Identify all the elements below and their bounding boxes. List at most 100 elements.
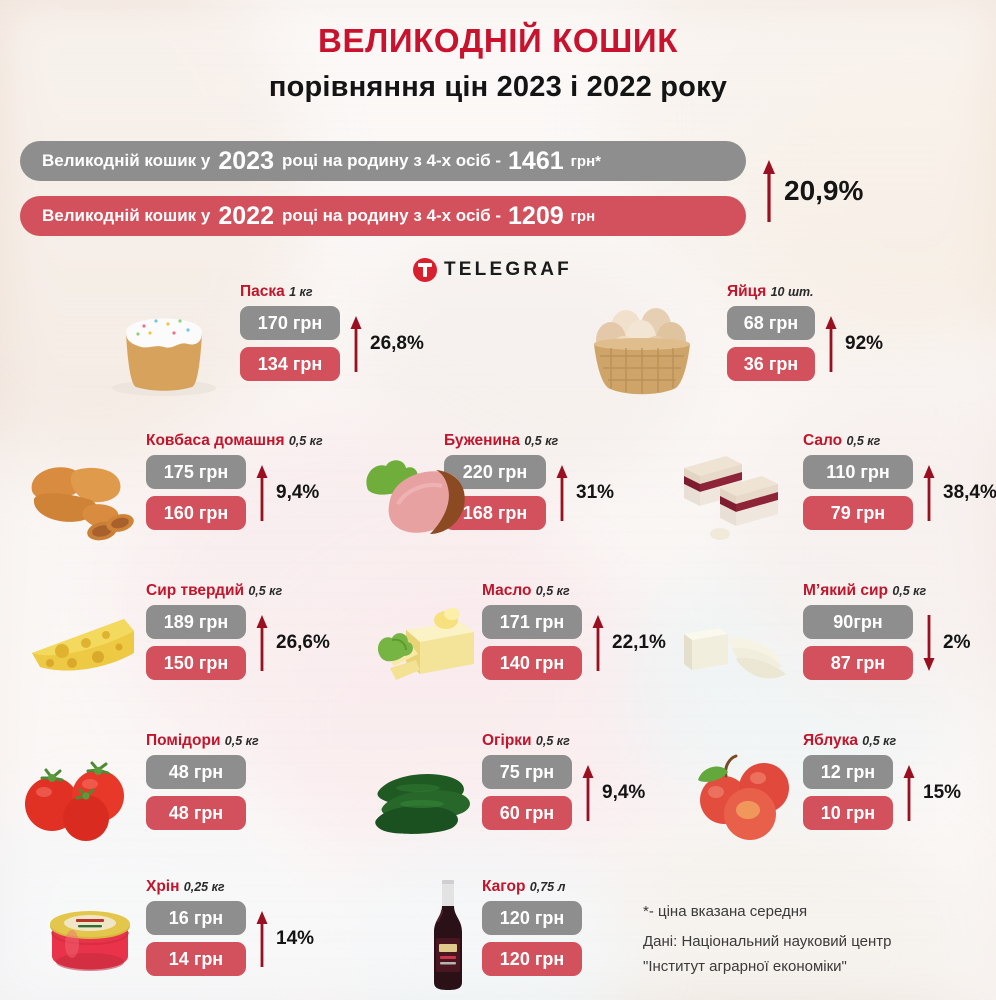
product-name: Огірки 0,5 кг [482, 732, 570, 749]
summary-bar-2022: Великодній кошик у 2022 році на родину з… [20, 196, 746, 236]
price-2022: 36 грн [727, 347, 815, 381]
summary-2022-currency: грн [570, 207, 596, 225]
product-unit: 0,5 кг [224, 734, 259, 748]
price-2023: 16 грн [146, 901, 246, 935]
price-2023: 48 грн [146, 755, 246, 789]
price-2022: 60 грн [482, 796, 572, 830]
product-name: Буженина 0,5 кг [444, 432, 559, 449]
footnote-source-line2: "Інститут аграрної економіки" [643, 957, 847, 975]
cucumbers-image [368, 760, 486, 838]
product-unit: 0,5 кг [862, 734, 897, 748]
product-delta: 9,4% [255, 464, 320, 521]
price-column: 171 грн 140 грн [482, 605, 582, 680]
arrow-up-icon [255, 614, 269, 671]
telegraf-logo-icon [413, 258, 437, 282]
telegraf-brand[interactable]: TELEGRAF [413, 258, 572, 282]
product-kahor: Кагор 0,75 л 120 грн 120 грн [482, 878, 582, 976]
product-unit: 10 шт. [770, 285, 814, 299]
product-ohirky: Огірки 0,5 кг 75 грн 60 грн 9,4% [482, 732, 645, 830]
price-2023: 90грн [803, 605, 913, 639]
product-name: Помідори 0,5 кг [146, 732, 259, 749]
product-percent: 22,1% [612, 631, 666, 653]
product-delta: 9,4% [581, 764, 646, 821]
product-buzhenyna: Буженина 0,5 кг 220 грн 168 грн 31% [444, 432, 614, 530]
product-percent: 15% [923, 781, 962, 803]
product-percent: 92% [845, 332, 884, 354]
product-name: М’який сир 0,5 кг [803, 582, 927, 599]
price-column: 68 грн 36 грн [727, 306, 815, 381]
product-syr-tverdyi: Сир твердий 0,5 кг 189 грн 150 грн 26,6% [146, 582, 330, 680]
product-unit: 0,5 кг [248, 584, 283, 598]
price-column: 12 грн 10 грн [803, 755, 893, 830]
tomatoes-image [20, 760, 140, 842]
salo-image [676, 448, 800, 542]
product-delta: 38,4% [922, 464, 996, 521]
price-2022: 79 грн [803, 496, 913, 530]
product-name: Сир твердий 0,5 кг [146, 582, 283, 599]
product-delta: 92% [824, 315, 884, 372]
product-percent: 9,4% [602, 781, 646, 803]
footnotes: *- ціна вказана середня Дані: Національн… [643, 900, 891, 979]
price-2022: 120 грн [482, 942, 582, 976]
price-column: 90грн 87 грн [803, 605, 913, 680]
price-2023: 175 грн [146, 455, 246, 489]
product-percent: 9,4% [276, 481, 320, 503]
apples-image [690, 752, 806, 844]
product-percent: 2% [943, 631, 971, 653]
product-unit: 0,5 кг [846, 434, 881, 448]
product-name: Сало 0,5 кг [803, 432, 881, 449]
summary-2022-middle: році на родину з 4-х осіб - [281, 206, 502, 225]
wine-bottle-image [420, 878, 476, 992]
product-delta: 26,6% [255, 614, 330, 671]
baked-ham-image [360, 452, 476, 548]
product-delta: 22,1% [591, 614, 666, 671]
summary-2022-year: 2022 [218, 201, 274, 230]
product-yaitsia: Яйця 10 шт. 68 грн 36 грн 92% [727, 283, 883, 381]
price-column: 120 грн 120 грн [482, 901, 582, 976]
butter-image [372, 600, 482, 692]
product-name: Хрін 0,25 кг [146, 878, 225, 895]
product-percent: 26,8% [370, 332, 424, 354]
arrow-up-icon [581, 764, 595, 821]
arrow-up-icon [824, 315, 838, 372]
footnote-source-line1: Дані: Національний науковий центр [643, 933, 892, 951]
price-2023: 170 грн [240, 306, 340, 340]
price-column: 189 грн 150 грн [146, 605, 246, 680]
product-khrin: Хрін 0,25 кг 16 грн 14 грн 14% [146, 878, 314, 976]
price-2023: 120 грн [482, 901, 582, 935]
arrow-up-icon [902, 764, 916, 821]
summary-2023-middle: році на родину з 4-х осіб - [281, 151, 502, 170]
product-delta: 14% [255, 910, 315, 967]
summary-bar-2023: Великодній кошик у 2023 році на родину з… [20, 141, 746, 181]
product-unit: 0,25 кг [183, 880, 225, 894]
product-name: Яйця 10 шт. [727, 283, 814, 300]
price-2023: 12 грн [803, 755, 893, 789]
eggs-basket-image [566, 292, 716, 397]
summary-2023-year: 2023 [218, 146, 274, 175]
product-delta: 2% [922, 614, 971, 671]
price-column: 220 грн 168 грн [444, 455, 546, 530]
price-2022: 168 грн [444, 496, 546, 530]
product-delta: 31% [555, 464, 614, 521]
product-unit: 0,75 л [529, 880, 566, 894]
price-2022: 134 грн [240, 347, 340, 381]
price-2022: 160 грн [146, 496, 246, 530]
sausage-image [14, 455, 144, 545]
price-2023: 189 грн [146, 605, 246, 639]
soft-cheese-image [676, 608, 800, 688]
product-pomidory: Помідори 0,5 кг 48 грн 48 грн [146, 732, 259, 830]
price-column: 75 грн 60 грн [482, 755, 572, 830]
product-kovbasa: Ковбаса домашня 0,5 кг 175 грн 160 грн 9… [146, 432, 323, 530]
product-name: Кагор 0,75 л [482, 878, 566, 895]
price-2023: 68 грн [727, 306, 815, 340]
price-2022: 48 грн [146, 796, 246, 830]
arrow-up-icon [255, 464, 269, 521]
price-2022: 140 грн [482, 646, 582, 680]
product-name: Яблука 0,5 кг [803, 732, 897, 749]
product-percent: 14% [276, 927, 315, 949]
footnote-average-price: *- ціна вказана середня [643, 903, 808, 920]
arrow-up-icon [591, 614, 605, 671]
product-name: Ковбаса домашня 0,5 кг [146, 432, 323, 449]
product-unit: 0,5 кг [535, 584, 570, 598]
product-miakyi-syr: М’який сир 0,5 кг 90грн 87 грн 2% [803, 582, 970, 680]
